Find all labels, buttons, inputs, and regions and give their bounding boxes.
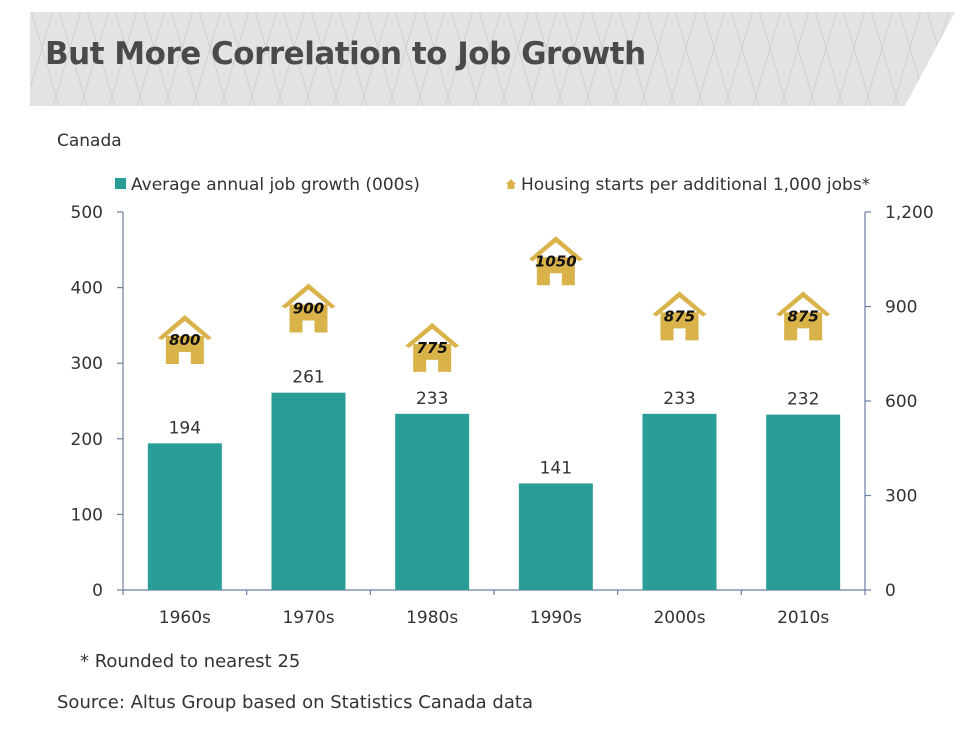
right-tick-label: 300 — [885, 487, 917, 507]
house-marker: 875 — [652, 291, 707, 341]
left-tick-label: 100 — [71, 505, 103, 525]
legend-house-swatch — [506, 179, 516, 189]
bar — [518, 483, 593, 590]
house-data-label: 775 — [417, 339, 448, 357]
house-marker: 875 — [776, 291, 831, 341]
house-roof — [528, 236, 583, 262]
bar-data-label: 232 — [787, 390, 819, 410]
bar-data-label: 141 — [540, 458, 572, 478]
bar-data-label: 233 — [416, 389, 448, 409]
bar — [766, 414, 841, 590]
house-data-label: 900 — [293, 300, 324, 318]
source-note: Source: Altus Group based on Statistics … — [57, 692, 533, 713]
house-body — [660, 312, 699, 341]
left-tick-label: 0 — [92, 581, 103, 601]
right-tick-label: 1,200 — [885, 203, 934, 223]
house-body — [784, 312, 823, 341]
bar-data-label: 261 — [292, 368, 324, 388]
right-tick-label: 600 — [885, 392, 917, 412]
legend-bar-swatch — [115, 178, 126, 189]
legend: Average annual job growth (000s) Housing… — [115, 175, 870, 195]
house-marker: 1050 — [528, 236, 583, 286]
house-body — [165, 336, 204, 364]
x-tick-label: 1990s — [530, 608, 582, 628]
bar — [642, 413, 717, 590]
left-tick-label: 200 — [71, 430, 103, 450]
house-roof — [776, 291, 831, 317]
banner-pattern — [30, 12, 955, 106]
x-tick-label: 1960s — [159, 608, 211, 628]
legend-bar-label: Average annual job growth (000s) — [131, 175, 420, 195]
left-tick-label: 300 — [71, 354, 103, 374]
axes: 0 100 200 300 400 500 0 300 600 900 1,200 1960s 1970… — [71, 203, 934, 628]
footnote: * Rounded to nearest 25 — [80, 651, 301, 672]
left-tick-label: 400 — [71, 279, 103, 299]
house-body — [413, 343, 452, 372]
region-label: Canada — [57, 131, 122, 151]
x-tick-label: 1970s — [282, 608, 334, 628]
page-title: But More Correlation to Job Growth — [45, 36, 646, 72]
house-roof — [157, 315, 212, 340]
house-roof — [281, 283, 336, 309]
bar — [147, 443, 222, 590]
house-roof — [652, 291, 707, 317]
title-banner — [30, 12, 955, 106]
x-tick-label: 2010s — [777, 608, 829, 628]
x-tick-label: 1980s — [406, 608, 458, 628]
house-marker: 775 — [405, 322, 460, 372]
house-data-label: 800 — [169, 331, 200, 349]
right-tick-label: 0 — [885, 581, 896, 601]
house-marker: 800 — [157, 315, 212, 364]
house-marker: 900 — [281, 283, 336, 333]
chart: Average annual job growth (000s) Housing… — [71, 175, 934, 628]
left-tick-label: 500 — [71, 203, 103, 223]
right-tick-label: 900 — [885, 298, 917, 318]
x-tick-label: 2000s — [653, 608, 705, 628]
house-body — [536, 257, 575, 286]
bar — [395, 413, 470, 590]
bar-data-label: 233 — [663, 389, 695, 409]
bars: 194 261 233 141 233 232 — [147, 368, 841, 590]
house-roof — [405, 322, 460, 348]
legend-house-label: Housing starts per additional 1,000 jobs… — [521, 175, 870, 195]
bar — [271, 392, 346, 590]
houses: 800 900 775 1050 875 875 — [157, 236, 831, 372]
house-data-label: 1050 — [535, 252, 577, 270]
house-data-label: 875 — [788, 307, 819, 325]
bar-data-label: 194 — [169, 418, 201, 438]
house-body — [289, 304, 328, 333]
house-data-label: 875 — [664, 307, 695, 325]
